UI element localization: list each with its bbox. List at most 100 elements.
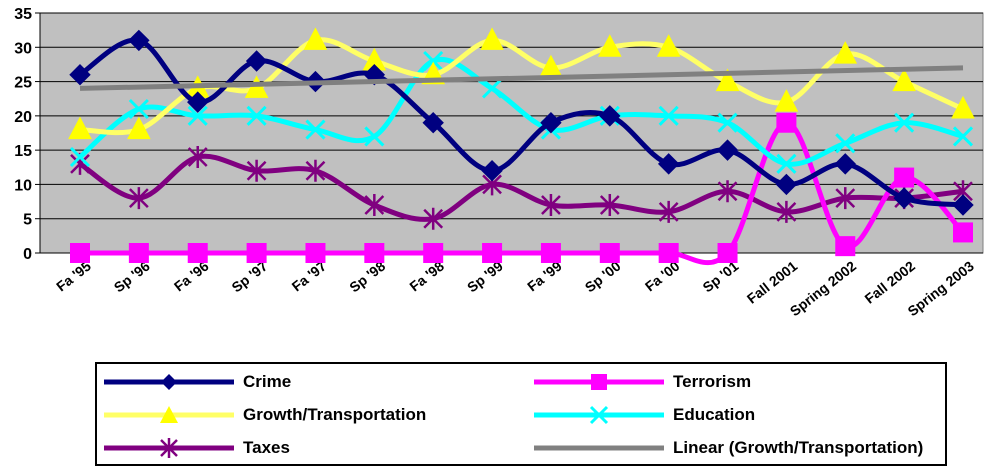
point-growth-transportation-12 xyxy=(774,89,799,112)
legend-swatch-crime xyxy=(104,374,234,390)
point-terrorism-5 xyxy=(364,243,385,263)
point-crime-3 xyxy=(245,50,268,72)
point-crime-12 xyxy=(775,173,798,196)
point-taxes-13 xyxy=(835,187,856,210)
point-taxes-2 xyxy=(187,146,208,168)
x-tick-label: Sp '99 xyxy=(464,258,506,296)
point-crime-9 xyxy=(599,105,621,127)
point-crime-1 xyxy=(128,29,150,52)
x-tick-label: Fa '98 xyxy=(406,258,447,295)
point-terrorism-0 xyxy=(70,243,90,263)
series-line-crime xyxy=(78,37,964,208)
point-growth-transportation-14 xyxy=(892,68,916,92)
y-tick-label: 25 xyxy=(14,75,32,92)
point-education-7 xyxy=(482,78,503,99)
series-line-education xyxy=(78,56,964,167)
point-education-15 xyxy=(952,126,974,147)
x-tick-label: Sp '98 xyxy=(346,258,388,296)
point-terrorism-3 xyxy=(246,243,267,263)
point-education-14 xyxy=(894,112,915,133)
point-crime-0 xyxy=(69,64,91,86)
point-taxes-9 xyxy=(599,194,620,216)
point-crime-7 xyxy=(481,160,503,182)
point-crime-10 xyxy=(657,153,680,175)
legend-swatch-terrorism xyxy=(534,374,664,390)
legend-label-terrorism: Terrorism xyxy=(673,372,752,391)
x-tick-label: Fall 2002 xyxy=(862,258,919,307)
legend-label-taxes: Taxes xyxy=(243,438,290,457)
y-tick-label: 10 xyxy=(14,177,32,194)
legend-item-terrorism: Terrorism xyxy=(529,368,751,396)
legend-swatch-education xyxy=(534,405,664,425)
legend-item-education: Education xyxy=(529,401,755,429)
point-growth-transportation-10 xyxy=(656,34,681,57)
point-education-3 xyxy=(246,105,267,126)
point-terrorism-1 xyxy=(128,243,149,263)
legend-label-growth: Growth/Transportation xyxy=(243,405,427,424)
point-taxes-10 xyxy=(658,200,679,223)
point-terrorism-2 xyxy=(187,243,208,263)
legend-item-taxes: Taxes xyxy=(99,434,290,462)
legend-swatch-linear-trend xyxy=(534,445,664,451)
point-taxes-6 xyxy=(423,207,444,230)
legend-label-crime: Crime xyxy=(243,372,292,391)
point-education-5 xyxy=(364,126,385,147)
point-terrorism-15 xyxy=(953,222,973,243)
point-growth-transportation-0 xyxy=(68,116,92,140)
point-taxes-1 xyxy=(128,187,149,210)
y-tick-label: 35 xyxy=(14,6,32,23)
x-tick-label: Spring 2002 xyxy=(787,258,860,320)
x-tick-label: Fa '97 xyxy=(289,258,330,295)
chart-svg: 0 5 10 15 20 25 30 35 Fa '95 Sp '96 Fa '96 Sp '97 Fa… xyxy=(14,6,984,320)
point-taxes-3 xyxy=(246,159,267,182)
point-terrorism-6 xyxy=(423,243,444,263)
x-tick-label: Fa '99 xyxy=(524,258,565,295)
point-education-4 xyxy=(305,119,326,140)
point-terrorism-12 xyxy=(776,112,797,133)
point-taxes-4 xyxy=(305,159,326,182)
point-crime-15 xyxy=(952,194,974,216)
point-growth-transportation-7 xyxy=(480,27,504,50)
point-crime-14 xyxy=(893,187,915,209)
y-tick-label: 20 xyxy=(14,109,32,126)
series-line-taxes xyxy=(78,153,964,222)
x-tick-label: Sp '96 xyxy=(111,258,153,296)
point-education-1 xyxy=(128,98,149,120)
point-growth-transportation-9 xyxy=(597,34,622,57)
point-crime-11 xyxy=(716,139,739,161)
legend-label-linear-trend: Linear (Growth/Transportation) xyxy=(673,438,924,457)
point-growth-transportation-13 xyxy=(833,41,858,64)
point-terrorism-13 xyxy=(835,236,856,257)
point-education-11 xyxy=(717,112,738,133)
x-tick-label: Fa '96 xyxy=(171,258,212,295)
point-education-10 xyxy=(658,105,679,126)
point-terrorism-14 xyxy=(894,167,915,188)
point-growth-transportation-15 xyxy=(951,95,975,119)
legend: Crime Terrorism Growth/Transportation Ed… xyxy=(95,362,947,466)
point-education-13 xyxy=(835,133,856,154)
point-terrorism-7 xyxy=(482,243,503,263)
point-growth-transportation-4 xyxy=(303,27,328,50)
point-terrorism-11 xyxy=(717,243,738,263)
x-tick-label: Sp '97 xyxy=(229,258,271,296)
point-growth-transportation-1 xyxy=(127,116,151,140)
point-education-0 xyxy=(69,146,91,168)
legend-item-crime: Crime xyxy=(99,368,291,396)
x-tick-label: Fall 2001 xyxy=(744,258,801,307)
point-education-6 xyxy=(423,50,444,72)
point-growth-transportation-11 xyxy=(715,68,740,92)
x-tick-label: Spring 2003 xyxy=(904,258,977,320)
y-tick-label: 30 xyxy=(14,40,32,57)
point-terrorism-10 xyxy=(658,243,679,263)
point-terrorism-8 xyxy=(540,243,561,263)
point-terrorism-9 xyxy=(599,243,620,263)
y-tick-label: 15 xyxy=(14,143,32,160)
point-crime-6 xyxy=(422,112,444,134)
x-tick-label: Fa '00 xyxy=(642,258,683,295)
x-tick-label: Sp '00 xyxy=(582,258,624,296)
y-tick-label: 5 xyxy=(23,212,32,229)
y-tick-label: 0 xyxy=(23,246,32,263)
point-crime-8 xyxy=(540,112,562,134)
point-taxes-8 xyxy=(541,194,561,216)
